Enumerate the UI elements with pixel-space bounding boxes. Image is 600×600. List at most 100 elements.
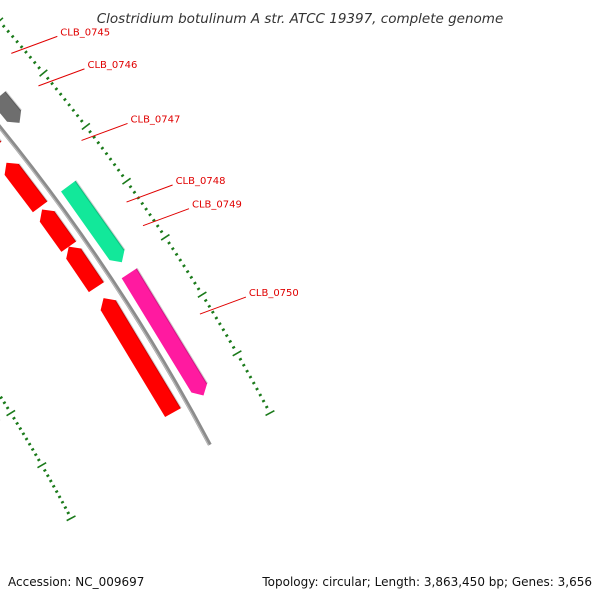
gene-shadow-edge bbox=[18, 163, 49, 203]
minor-tick bbox=[19, 45, 24, 49]
minor-tick bbox=[224, 333, 229, 338]
gene-label-leader bbox=[142, 208, 190, 227]
minor-tick bbox=[210, 310, 215, 314]
minor-tick bbox=[0, 395, 4, 400]
gene-unlabeled-7[interactable] bbox=[39, 209, 77, 252]
gene-label[interactable]: CLB_0745 bbox=[60, 27, 110, 38]
minor-tick bbox=[231, 345, 236, 350]
minor-tick bbox=[258, 393, 263, 397]
gene-label-leader bbox=[11, 35, 58, 54]
gene-label-leader bbox=[126, 184, 173, 203]
minor-tick bbox=[112, 162, 117, 167]
gene-label-layer: CLB_0743CLB_0744CLB_0745CLB_0746CLB_0747… bbox=[11, 27, 299, 315]
gene-label[interactable]: CLB_0749 bbox=[192, 200, 242, 211]
tick-layer: 784 kbp785 kbp786 kbp787 kbp788 kbp789 k… bbox=[0, 17, 275, 522]
minor-tick bbox=[96, 140, 101, 145]
major-tick bbox=[121, 177, 132, 185]
minor-tick bbox=[167, 241, 171, 245]
minor-tick bbox=[57, 495, 62, 499]
minor-tick bbox=[50, 81, 54, 86]
minor-tick bbox=[245, 369, 249, 373]
gene-label-leader bbox=[38, 68, 85, 87]
minor-tick bbox=[196, 287, 201, 291]
minor-tick bbox=[24, 437, 29, 441]
gene-clb_0750[interactable] bbox=[121, 268, 208, 396]
minor-tick bbox=[51, 484, 56, 488]
minor-tick bbox=[170, 246, 175, 251]
gene-shadow-edge bbox=[4, 90, 22, 112]
minor-tick bbox=[132, 190, 137, 195]
gene-unlabeled-10[interactable] bbox=[100, 298, 181, 418]
minor-tick bbox=[116, 168, 121, 172]
minor-tick bbox=[238, 357, 243, 361]
minor-tick bbox=[214, 316, 219, 320]
gene-label[interactable]: CLB_0746 bbox=[87, 60, 137, 71]
minor-tick bbox=[6, 29, 11, 34]
minor-tick bbox=[37, 65, 41, 70]
minor-tick bbox=[241, 363, 246, 367]
major-tick bbox=[0, 17, 4, 22]
minor-tick bbox=[63, 505, 68, 510]
backbone-layer bbox=[0, 124, 212, 446]
minor-tick bbox=[203, 298, 208, 303]
minor-tick bbox=[63, 97, 67, 102]
major-tick bbox=[37, 461, 47, 469]
gene-label[interactable]: CLB_0747 bbox=[131, 114, 181, 125]
minor-tick bbox=[185, 269, 190, 274]
minor-tick bbox=[58, 92, 63, 97]
minor-tick bbox=[33, 452, 38, 457]
major-tick bbox=[81, 122, 91, 131]
minor-tick bbox=[28, 55, 33, 60]
minor-tick bbox=[228, 339, 233, 344]
gene-label-leader bbox=[199, 296, 247, 315]
gene-shadow-edge bbox=[135, 267, 208, 385]
minor-tick bbox=[264, 405, 269, 409]
minor-tick bbox=[108, 157, 113, 161]
gene-shadow-edge bbox=[53, 210, 77, 243]
minor-tick bbox=[207, 304, 212, 309]
gene-shadow-edge bbox=[114, 299, 182, 409]
minor-tick bbox=[42, 468, 47, 473]
gene-clb_0747[interactable] bbox=[4, 162, 48, 213]
minor-tick bbox=[88, 130, 92, 134]
tick-label: 791 kbp bbox=[0, 415, 1, 425]
minor-tick bbox=[140, 201, 145, 206]
gene-shadow-edge bbox=[74, 180, 126, 251]
minor-tick bbox=[18, 426, 23, 431]
backbone-arc bbox=[0, 124, 212, 446]
minor-tick bbox=[54, 489, 59, 494]
gene-clb_0748[interactable] bbox=[61, 180, 125, 263]
genome-summary-text: Topology: circular; Length: 3,863,450 bp… bbox=[261, 575, 592, 589]
minor-tick bbox=[248, 375, 253, 379]
minor-tick bbox=[189, 275, 194, 280]
minor-tick bbox=[48, 479, 53, 483]
minor-tick bbox=[92, 135, 97, 140]
minor-tick bbox=[152, 218, 156, 223]
minor-tick bbox=[182, 264, 186, 268]
minor-tick bbox=[10, 34, 15, 39]
minor-tick bbox=[120, 173, 125, 178]
minor-tick bbox=[24, 50, 28, 54]
gene-clb_0749[interactable] bbox=[66, 246, 104, 293]
gene-label[interactable]: CLB_0748 bbox=[176, 176, 226, 187]
minor-tick bbox=[100, 146, 105, 150]
minor-tick bbox=[217, 322, 222, 326]
minor-tick bbox=[178, 258, 183, 262]
accession-text: Accession: NC_009697 bbox=[8, 575, 144, 589]
major-tick bbox=[39, 69, 48, 77]
gene-label[interactable]: CLB_0750 bbox=[249, 288, 299, 299]
minor-tick bbox=[128, 184, 133, 189]
gene-clb_0746[interactable] bbox=[0, 91, 22, 123]
major-tick bbox=[265, 410, 275, 417]
gene-unlabeled-5[interactable] bbox=[0, 122, 2, 153]
minor-tick bbox=[66, 511, 71, 515]
minor-tick bbox=[261, 399, 266, 403]
footer-background bbox=[0, 570, 600, 600]
minor-tick bbox=[2, 401, 7, 405]
minor-tick bbox=[45, 76, 50, 81]
minor-tick bbox=[155, 224, 160, 228]
minor-tick bbox=[1, 24, 6, 29]
minor-tick bbox=[71, 108, 76, 113]
minor-tick bbox=[67, 103, 71, 107]
